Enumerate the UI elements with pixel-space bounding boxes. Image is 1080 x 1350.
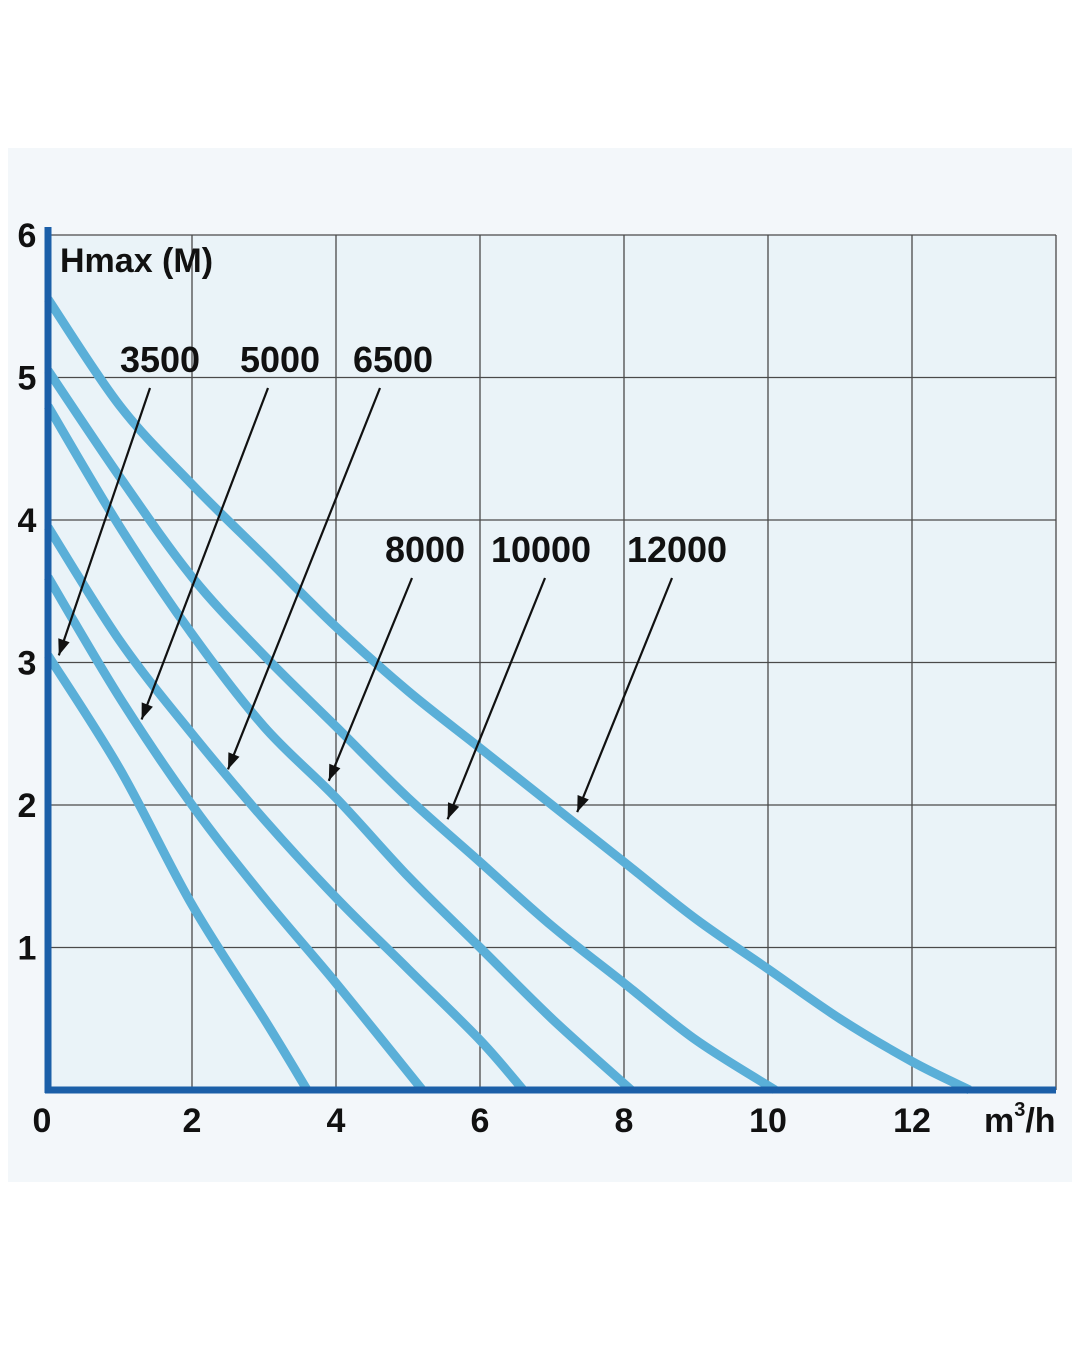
grid (48, 234, 1057, 1090)
y-axis-label: Hmax (M) (60, 242, 213, 280)
series-arrow-10000 (446, 577, 547, 820)
y-tick-label-2: 2 (18, 787, 37, 825)
x-tick-label-6: 6 (471, 1102, 490, 1140)
x-axis-unit-main: m (984, 1102, 1014, 1140)
x-tick-label-2: 2 (183, 1102, 202, 1140)
series-arrow-5000 (140, 387, 270, 720)
x-axis-unit-sup: 3 (1014, 1099, 1025, 1121)
y-tick-label-1: 1 (18, 930, 37, 968)
series-line-3500 (44, 652, 312, 1093)
x-tick-label-10: 10 (749, 1102, 787, 1140)
series-annotations: 3500 5000 6500 8000 10000 12000 (57, 339, 727, 820)
x-axis-unit-tail: /h (1025, 1102, 1055, 1140)
series-label-3500: 3500 (120, 339, 200, 380)
series-line-10000 (44, 367, 778, 1094)
series-arrow-8000 (327, 577, 414, 782)
series-label-10000: 10000 (491, 529, 591, 570)
y-tick-label-3: 3 (18, 645, 37, 683)
x-tick-label-12: 12 (893, 1102, 931, 1140)
series-label-6500: 6500 (353, 339, 433, 380)
x-tick-label-0: 0 (33, 1102, 52, 1140)
series-lines (44, 296, 972, 1095)
y-tick-label-5: 5 (18, 360, 37, 398)
x-tick-label-8: 8 (615, 1102, 634, 1140)
axes (44, 227, 1056, 1094)
series-arrowhead-5000 (141, 702, 153, 720)
y-tick-label-4: 4 (18, 502, 37, 540)
series-line-12000 (44, 296, 972, 1095)
series-line-6500 (44, 524, 527, 1093)
series-arrow-6500 (226, 387, 382, 770)
series-label-5000: 5000 (240, 339, 320, 380)
y-tick-label-6: 6 (18, 217, 37, 255)
series-arrowhead-12000 (577, 795, 589, 813)
series-label-12000: 12000 (627, 529, 727, 570)
series-arrow-3500 (57, 387, 152, 656)
series-arrowhead-6500 (228, 752, 240, 770)
x-axis-unit-label: m3/h (984, 1099, 1056, 1140)
x-tick-label-4: 4 (327, 1102, 346, 1140)
series-line-5000 (44, 574, 426, 1093)
series-arrowhead-8000 (328, 763, 341, 781)
series-arrow-12000 (576, 577, 674, 813)
series-arrowhead-10000 (447, 802, 460, 820)
series-line-8000 (44, 403, 635, 1094)
series-arrowhead-3500 (58, 638, 70, 656)
series-label-8000: 8000 (385, 529, 465, 570)
